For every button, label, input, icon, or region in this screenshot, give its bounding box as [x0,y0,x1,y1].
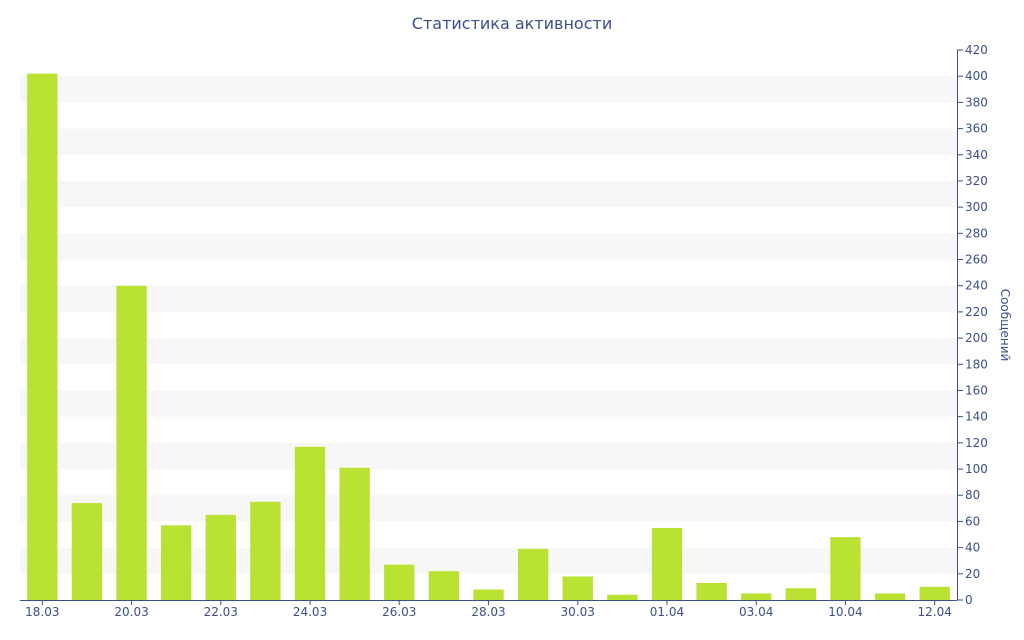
x-tick-label: 20.03 [114,605,148,619]
grid-band [20,442,957,470]
y-tick-label: 180 [965,357,988,371]
y-tick-label: 160 [965,383,988,397]
grid-bands [20,76,957,574]
y-tick-label: 100 [965,462,988,476]
x-tick-label: 30.03 [561,605,595,619]
y-tick-label: 40 [965,541,980,555]
x-tick-label: 01.04 [650,605,684,619]
grid-band [20,233,957,260]
bar-29.03[interactable] [517,548,549,600]
bar-01.04[interactable] [651,527,683,600]
bars [27,73,950,601]
bar-24.03[interactable] [294,446,326,600]
bar-31.03[interactable] [607,594,638,600]
x-tick-label: 24.03 [293,605,327,619]
y-tick-label: 320 [965,174,988,188]
bar-20.03[interactable] [116,285,147,600]
grid-band [20,285,957,312]
grid-band [20,128,957,155]
bar-26.03[interactable] [384,564,415,600]
y-tick-label: 0 [965,593,973,607]
bar-12.04[interactable] [919,586,950,600]
grid-band [20,338,957,365]
bar-18.03[interactable] [27,73,58,601]
grid-band [20,180,957,208]
y-tick-label: 300 [965,200,988,214]
bar-21.03[interactable] [160,525,192,600]
bar-28.03[interactable] [473,589,504,600]
y-tick-label: 360 [965,122,988,136]
x-tick-label: 03.04 [739,605,773,619]
y-tick-label: 420 [965,43,988,57]
grid-band [20,76,957,103]
grid-band [20,547,957,574]
x-tick-label: 18.03 [25,605,59,619]
y-tick-label: 140 [965,410,988,424]
x-tick-label: 22.03 [204,605,238,619]
bar-19.03[interactable] [71,503,103,600]
y-tick-label: 400 [965,69,988,83]
bar-10.04[interactable] [830,537,861,600]
x-tick-label: 28.03 [471,605,505,619]
y-axis-title: Сообщений [998,289,1012,362]
bar-09.04[interactable] [785,588,817,600]
y-tick-label: 260 [965,253,988,267]
bar-23.03[interactable] [250,501,281,600]
y-tick-label: 60 [965,514,980,528]
bar-11.04[interactable] [874,593,906,600]
y-tick-label: 120 [965,436,988,450]
bar-02.04[interactable] [696,582,727,600]
grid-band [20,495,957,522]
bar-30.03[interactable] [562,576,593,600]
y-tick-label: 220 [965,305,988,319]
bar-22.03[interactable] [205,514,236,600]
y-tick-label: 80 [965,488,980,502]
chart-title: Статистика активности [411,14,613,33]
y-tick-label: 340 [965,148,988,162]
x-tick-label: 12.04 [918,605,952,619]
grid-band [20,390,957,417]
y-tick-label: 20 [965,567,980,581]
y-tick-label: 380 [965,95,988,109]
bar-27.03[interactable] [428,571,460,600]
y-tick-label: 240 [965,279,988,293]
axes: 0 20 40 60 80 100 120 140 160 180 200 220 240 260 280 3… [20,43,988,619]
bar-25.03[interactable] [339,467,370,600]
y-tick-label: 200 [965,331,988,345]
x-tick-label: 10.04 [828,605,862,619]
x-tick-label: 26.03 [382,605,416,619]
y-tick-label: 280 [965,226,988,240]
bar-03.04[interactable] [741,593,772,600]
